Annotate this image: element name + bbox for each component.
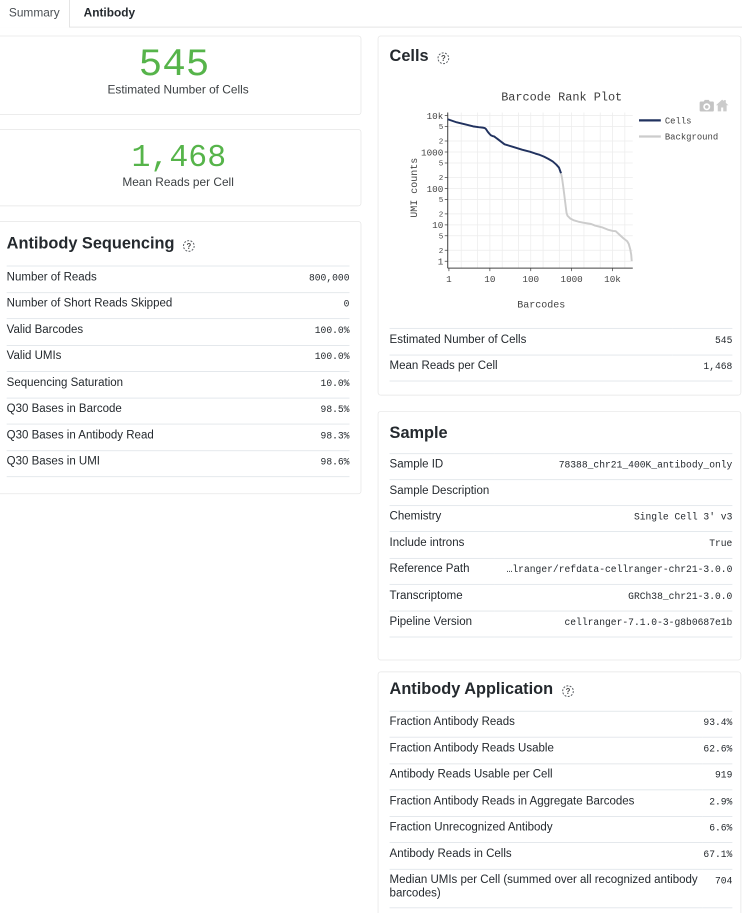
svg-text:?: ? (565, 687, 570, 696)
svg-text:10: 10 (432, 220, 443, 231)
svg-text:100: 100 (427, 184, 444, 195)
svg-text:10k: 10k (604, 274, 621, 285)
svg-text:2: 2 (439, 248, 444, 256)
svg-text:2: 2 (439, 139, 444, 147)
svg-text:Barcode Rank Plot: Barcode Rank Plot (501, 90, 622, 104)
svg-text:Background: Background (665, 132, 718, 142)
svg-text:10k: 10k (427, 111, 444, 122)
svg-text:1000: 1000 (421, 147, 443, 158)
svg-text:5: 5 (439, 161, 444, 169)
svg-text:1000: 1000 (561, 274, 583, 285)
svg-text:2: 2 (439, 212, 444, 220)
svg-text:Barcodes: Barcodes (517, 300, 565, 312)
svg-text:UMI counts: UMI counts (410, 158, 421, 218)
svg-text:?: ? (441, 54, 446, 63)
svg-text:5: 5 (439, 124, 444, 132)
svg-text:10: 10 (484, 274, 495, 285)
svg-text:2: 2 (439, 175, 444, 183)
svg-text:1: 1 (438, 257, 444, 268)
svg-text:?: ? (187, 242, 192, 251)
svg-text:Cells: Cells (665, 116, 692, 126)
svg-text:1: 1 (446, 274, 452, 285)
svg-text:5: 5 (439, 197, 444, 205)
svg-text:5: 5 (439, 233, 444, 241)
svg-text:100: 100 (522, 274, 539, 285)
